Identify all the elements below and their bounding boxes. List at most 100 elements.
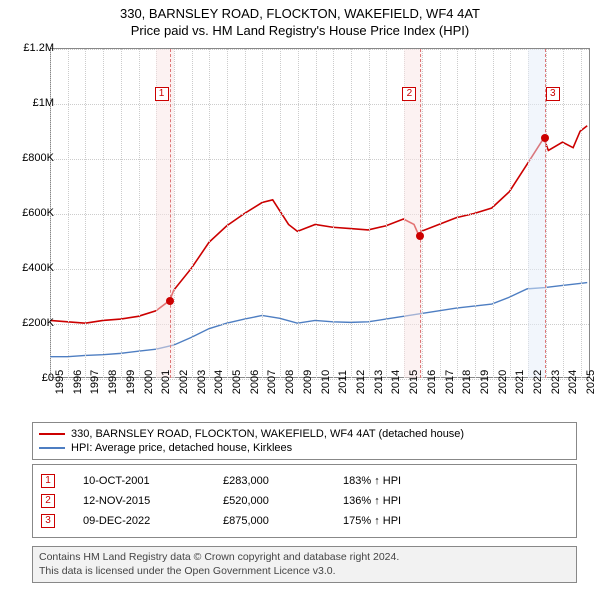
- gridline-v: [493, 49, 494, 378]
- sale-row: 3 09-DEC-2022 £875,000 175% ↑ HPI: [41, 511, 568, 531]
- sale-date: 09-DEC-2022: [83, 515, 223, 527]
- x-tick-label: 2012: [355, 370, 367, 394]
- legend-label: HPI: Average price, detached house, Kirk…: [71, 442, 292, 454]
- sale-price: £875,000: [223, 515, 343, 527]
- sale-date: 12-NOV-2015: [83, 495, 223, 507]
- sale-price: £520,000: [223, 495, 343, 507]
- gridline-v: [85, 49, 86, 378]
- gridline-h: [50, 159, 589, 160]
- x-tick-label: 2007: [266, 370, 278, 394]
- gridline-v: [440, 49, 441, 378]
- x-tick-label: 1997: [89, 370, 101, 394]
- gridline-h: [50, 49, 589, 50]
- sale-marker-box: 3: [41, 514, 55, 528]
- sales-panel: 1 10-OCT-2001 £283,000 183% ↑ HPI 2 12-N…: [32, 464, 577, 538]
- gridline-v: [369, 49, 370, 378]
- y-tick-label: £200K: [22, 317, 54, 329]
- gridline-v: [457, 49, 458, 378]
- sale-pct: 175% ↑ HPI: [343, 515, 568, 527]
- sale-marker-box: 1: [41, 474, 55, 488]
- x-tick-label: 2013: [373, 370, 385, 394]
- x-tick-label: 2005: [231, 370, 243, 394]
- chart-plot-area: 1 2 3: [50, 48, 590, 378]
- gridline-v: [510, 49, 511, 378]
- gridline-v: [581, 49, 582, 378]
- sale-point-dot: [166, 297, 174, 305]
- y-tick-label: £1.2M: [23, 42, 54, 54]
- x-tick-label: 1998: [107, 370, 119, 394]
- x-tick-label: 2019: [479, 370, 491, 394]
- gridline-v: [192, 49, 193, 378]
- x-tick-label: 2008: [284, 370, 296, 394]
- x-tick-label: 2010: [320, 370, 332, 394]
- chart-container: 330, BARNSLEY ROAD, FLOCKTON, WAKEFIELD,…: [0, 0, 600, 590]
- y-tick-label: £0: [42, 372, 54, 384]
- shade-band: [528, 49, 546, 378]
- chart-marker-box: 2: [402, 87, 416, 101]
- legend-swatch: [39, 447, 65, 449]
- gridline-v: [333, 49, 334, 378]
- x-tick-label: 1996: [72, 370, 84, 394]
- sale-pct: 136% ↑ HPI: [343, 495, 568, 507]
- gridline-v: [121, 49, 122, 378]
- x-tick-label: 2011: [337, 370, 349, 394]
- gridline-v: [298, 49, 299, 378]
- x-tick-label: 2004: [213, 370, 225, 394]
- gridline-h: [50, 269, 589, 270]
- y-tick-label: £400K: [22, 262, 54, 274]
- chart-marker-box: 3: [546, 87, 560, 101]
- x-tick-label: 2006: [249, 370, 261, 394]
- x-tick-label: 2024: [567, 370, 579, 394]
- x-tick-label: 2025: [585, 370, 597, 394]
- x-tick-label: 2001: [160, 370, 172, 394]
- title-address: 330, BARNSLEY ROAD, FLOCKTON, WAKEFIELD,…: [0, 6, 600, 23]
- gridline-h: [50, 214, 589, 215]
- sale-marker-box: 2: [41, 494, 55, 508]
- footer-panel: Contains HM Land Registry data © Crown c…: [32, 546, 577, 583]
- gridline-v: [68, 49, 69, 378]
- gridline-h: [50, 104, 589, 105]
- gridline-v: [103, 49, 104, 378]
- gridline-v: [262, 49, 263, 378]
- x-tick-label: 2016: [426, 370, 438, 394]
- gridline-v: [209, 49, 210, 378]
- gridline-v: [139, 49, 140, 378]
- x-tick-label: 2022: [532, 370, 544, 394]
- x-tick-label: 2002: [178, 370, 190, 394]
- footer-line: This data is licensed under the Open Gov…: [39, 565, 570, 579]
- sale-point-dot: [416, 232, 424, 240]
- sale-point-dot: [541, 134, 549, 142]
- gridline-v: [422, 49, 423, 378]
- x-tick-label: 2015: [408, 370, 420, 394]
- x-tick-label: 2017: [444, 370, 456, 394]
- x-tick-label: 2000: [143, 370, 155, 394]
- sale-price: £283,000: [223, 475, 343, 487]
- gridline-v: [386, 49, 387, 378]
- gridline-v: [475, 49, 476, 378]
- y-tick-label: £600K: [22, 207, 54, 219]
- title-block: 330, BARNSLEY ROAD, FLOCKTON, WAKEFIELD,…: [0, 0, 600, 40]
- x-tick-label: 1999: [125, 370, 137, 394]
- gridline-v: [563, 49, 564, 378]
- series-price_paid: [50, 126, 587, 323]
- legend-item: 330, BARNSLEY ROAD, FLOCKTON, WAKEFIELD,…: [39, 427, 570, 441]
- x-tick-label: 2023: [550, 370, 562, 394]
- sale-row: 2 12-NOV-2015 £520,000 136% ↑ HPI: [41, 491, 568, 511]
- gridline-h: [50, 324, 589, 325]
- legend-label: 330, BARNSLEY ROAD, FLOCKTON, WAKEFIELD,…: [71, 428, 464, 440]
- gridline-v: [227, 49, 228, 378]
- gridline-v: [245, 49, 246, 378]
- x-tick-label: 2014: [390, 370, 402, 394]
- x-tick-label: 2003: [196, 370, 208, 394]
- y-tick-label: £1M: [33, 97, 54, 109]
- title-subtitle: Price paid vs. HM Land Registry's House …: [0, 23, 600, 40]
- x-tick-label: 2021: [514, 370, 526, 394]
- series-hpi: [50, 283, 587, 357]
- x-tick-label: 2018: [461, 370, 473, 394]
- gridline-v: [351, 49, 352, 378]
- gridline-v: [316, 49, 317, 378]
- gridline-v: [174, 49, 175, 378]
- sale-vline: [170, 49, 171, 378]
- chart-marker-box: 1: [155, 87, 169, 101]
- sale-row: 1 10-OCT-2001 £283,000 183% ↑ HPI: [41, 471, 568, 491]
